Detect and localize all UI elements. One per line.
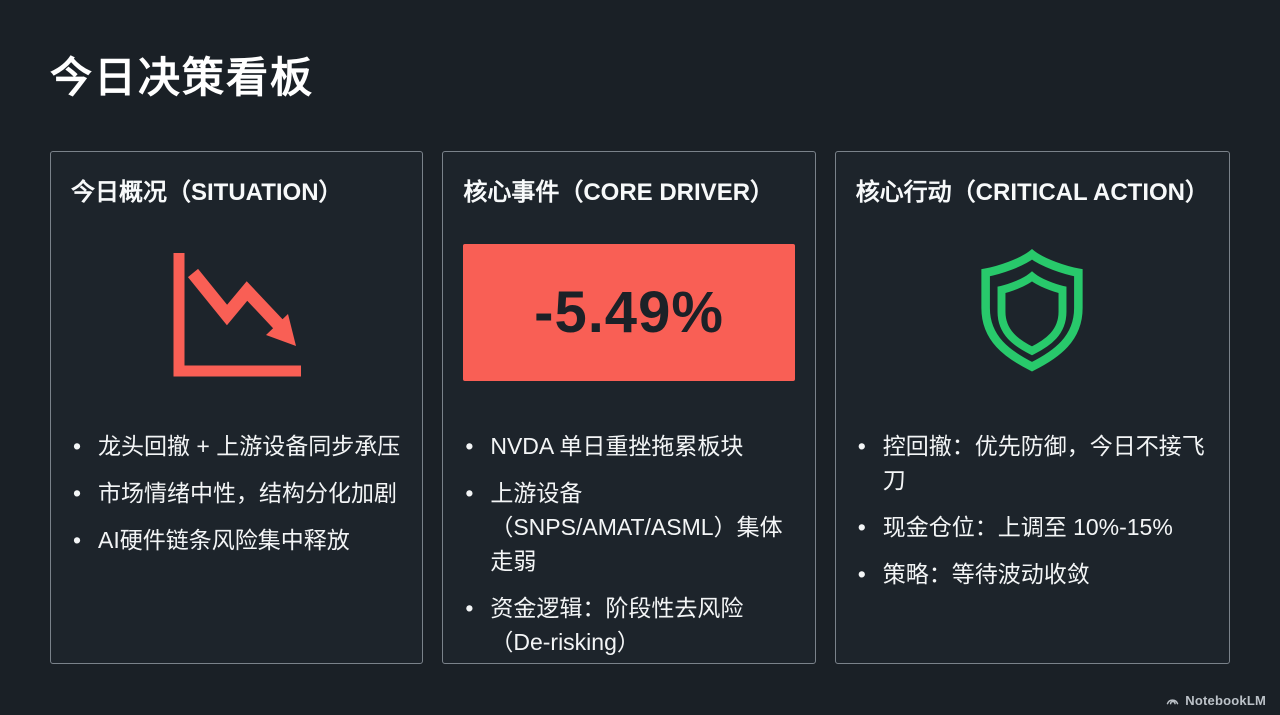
- notebooklm-logo-icon: [1167, 699, 1179, 705]
- watermark-brand-label: NotebookLM: [1185, 693, 1266, 708]
- declining-chart-icon: [173, 252, 301, 376]
- drop-percentage-badge: -5.49%: [463, 244, 795, 381]
- list-item: 控回撤：优先防御，今日不接飞刀: [856, 429, 1209, 497]
- card-critical-action: 核心行动（CRITICAL ACTION） 控回撤：优先防御，今日不接飞刀 现金…: [834, 151, 1231, 664]
- watermark: NotebookLM: [1165, 693, 1266, 708]
- card-row: 今日概况（SITUATION） 龙头回撤 + 上游设备同步承压 市场情绪中性，结…: [50, 151, 1231, 664]
- card-critical-action-title: 核心行动（CRITICAL ACTION）: [855, 179, 1210, 206]
- list-item: 上游设备（SNPS/AMAT/ASML）集体走弱: [463, 476, 794, 578]
- card-situation-title: 今日概况（SITUATION）: [71, 179, 343, 206]
- card-situation-visual: [71, 244, 402, 381]
- shield-icon: [981, 248, 1083, 371]
- card-situation: 今日概况（SITUATION） 龙头回撤 + 上游设备同步承压 市场情绪中性，结…: [50, 151, 424, 664]
- card-critical-action-bullets: 控回撤：优先防御，今日不接飞刀 现金仓位：上调至 10%-15% 策略：等待波动…: [856, 429, 1209, 591]
- list-item: 资金逻辑：阶段性去风险（De-risking）: [463, 591, 794, 659]
- page-title: 今日决策看板: [50, 54, 315, 101]
- card-core-driver-visual: -5.49%: [463, 244, 795, 381]
- card-core-driver-title: 核心事件（CORE DRIVER）: [463, 179, 775, 206]
- list-item: 策略：等待波动收敛: [856, 557, 1209, 591]
- card-situation-bullets: 龙头回撤 + 上游设备同步承压 市场情绪中性，结构分化加剧 AI硬件链条风险集中…: [71, 429, 402, 557]
- list-item: 龙头回撤 + 上游设备同步承压: [71, 429, 402, 463]
- list-item: AI硬件链条风险集中释放: [71, 523, 402, 557]
- list-item: 现金仓位：上调至 10%-15%: [856, 510, 1209, 544]
- card-core-driver-bullets: NVDA 单日重挫拖累板块 上游设备（SNPS/AMAT/ASML）集体走弱 资…: [463, 429, 794, 659]
- list-item: NVDA 单日重挫拖累板块: [463, 429, 794, 463]
- card-core-driver: 核心事件（CORE DRIVER） -5.49% NVDA 单日重挫拖累板块 上…: [442, 151, 816, 664]
- list-item: 市场情绪中性，结构分化加剧: [71, 476, 402, 510]
- card-critical-action-visual: [856, 244, 1209, 381]
